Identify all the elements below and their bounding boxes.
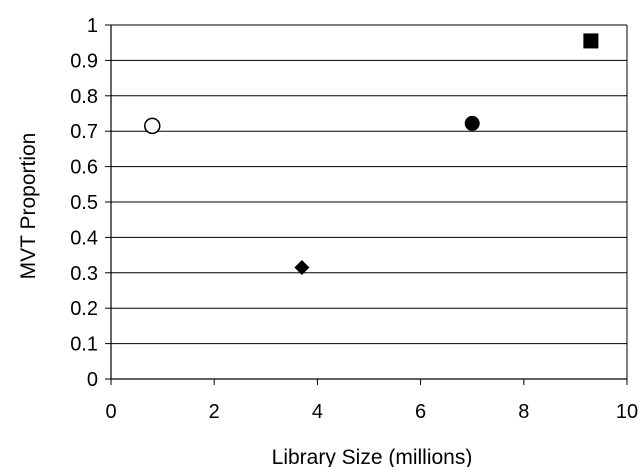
data-point-square — [583, 33, 599, 49]
y-tick-label: 0.6 — [70, 157, 98, 179]
y-tick-label: 0.2 — [70, 298, 98, 320]
x-axis-title: Library Size (millions) — [272, 446, 473, 467]
y-tick-label: 0.8 — [70, 86, 98, 108]
axes — [110, 24, 628, 380]
y-tick-label: 0.1 — [70, 334, 98, 356]
y-tick-label: 0.4 — [70, 227, 98, 249]
data-point-diamond — [294, 259, 310, 275]
grid-lines — [111, 24, 627, 345]
data-point-open-circle — [144, 117, 161, 135]
y-tick-label: 0.9 — [70, 50, 98, 72]
y-tick-label: 0.3 — [70, 263, 98, 285]
x-tick-label: 2 — [209, 401, 220, 423]
x-tick-label: 8 — [518, 401, 529, 423]
x-tick-label: 10 — [616, 401, 638, 423]
x-tick-label: 0 — [105, 401, 116, 423]
y-tick-label: 0.5 — [70, 192, 98, 214]
x-tick-label: 4 — [312, 401, 323, 423]
data-points — [144, 33, 599, 275]
y-axis-ticks: 0 0.1 0.2 0.3 0.4 0.5 0.6 0.7 0.8 0.9 1 — [70, 15, 111, 391]
y-tick-label: 1 — [87, 15, 98, 37]
y-tick-label: 0 — [87, 369, 98, 391]
data-point-filled-circle — [464, 115, 480, 131]
y-tick-label: 0.7 — [70, 121, 98, 143]
x-tick-label: 6 — [415, 401, 426, 423]
y-axis-title: MVT Proportion — [17, 133, 40, 280]
x-axis-ticks: 0 2 4 6 8 10 — [105, 379, 638, 423]
